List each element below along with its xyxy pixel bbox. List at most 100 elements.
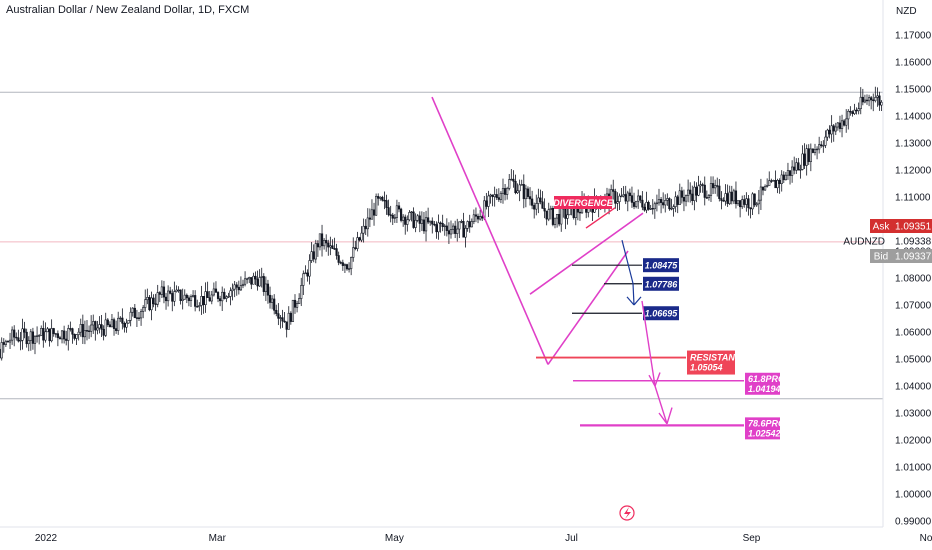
- x-tick-label: May: [385, 533, 404, 544]
- candle-body: [198, 305, 201, 307]
- candle-body: [618, 195, 621, 203]
- projection-arrow-2: [632, 283, 635, 306]
- candle-body: [628, 192, 631, 196]
- candle-body: [545, 210, 548, 220]
- candle-body: [48, 328, 51, 342]
- candle-body: [815, 148, 819, 151]
- candle-body: [19, 339, 22, 342]
- candle-body: [709, 183, 713, 196]
- candle-body: [399, 208, 403, 221]
- candle-body: [786, 170, 790, 176]
- candle-body: [102, 328, 105, 336]
- candle-body: [285, 321, 288, 330]
- candle-body: [354, 247, 357, 249]
- candle-body: [60, 330, 64, 340]
- candle-body: [56, 333, 59, 338]
- candle-body: [522, 184, 525, 200]
- candle-body: [510, 178, 513, 181]
- candle-body: [412, 211, 415, 228]
- candle-body: [849, 110, 852, 113]
- fib-arrow-2: [654, 385, 668, 425]
- candle-body: [813, 149, 817, 153]
- ask-tag-value-bg: [892, 219, 932, 233]
- candle-body: [514, 180, 517, 194]
- candle-body: [670, 208, 673, 210]
- resistance-label-bg: [687, 350, 735, 375]
- candle-body: [225, 296, 228, 299]
- candle-body: [325, 240, 328, 244]
- candle-body: [874, 97, 877, 102]
- candle-body: [42, 328, 45, 341]
- candle-body: [117, 317, 120, 331]
- fib-arrow-1-head-b: [654, 372, 661, 387]
- candle-body: [133, 307, 136, 319]
- candle-body: [310, 251, 313, 261]
- candle-body: [177, 289, 180, 292]
- candle-body: [843, 120, 846, 126]
- candle-body: [262, 276, 265, 292]
- candle-body: [805, 148, 808, 166]
- candle-body: [100, 324, 103, 330]
- candle-body: [466, 221, 469, 229]
- candle-body: [697, 185, 700, 196]
- candle-body: [366, 217, 369, 230]
- candle-body: [518, 184, 521, 192]
- candle-body: [248, 277, 251, 280]
- candle-body: [772, 180, 775, 182]
- candle-body: [196, 306, 199, 308]
- candle-body: [283, 320, 286, 323]
- bid-tag-name-bg: [870, 249, 892, 263]
- candle-body: [17, 337, 20, 342]
- candle-body: [433, 223, 436, 226]
- candle-body: [734, 190, 738, 205]
- candle-body: [372, 209, 376, 216]
- arrow-head-a: [626, 296, 635, 306]
- candle-body: [512, 178, 515, 182]
- candle-body: [863, 99, 867, 103]
- candle-body: [861, 96, 864, 103]
- ask-tag-name-bg: [870, 219, 892, 233]
- candle-body: [129, 311, 132, 321]
- candle-body: [54, 333, 57, 335]
- candle-body: [743, 199, 746, 205]
- candle-body: [684, 195, 688, 202]
- candle-body: [347, 268, 351, 270]
- candle-body: [624, 194, 627, 202]
- candle-body: [308, 260, 311, 277]
- candle-body: [533, 205, 536, 210]
- candle-body: [162, 286, 166, 298]
- fib-618-label: 61.8PRO: [748, 374, 785, 384]
- candle-body: [880, 101, 883, 106]
- candle-body: [674, 196, 677, 207]
- ask-tag-value: 1.09351: [895, 222, 932, 233]
- candle-body: [31, 331, 35, 344]
- candle-body: [857, 108, 860, 112]
- candle-body: [705, 197, 708, 199]
- candle-body: [135, 317, 139, 319]
- candle-body: [855, 109, 858, 112]
- candle-body: [741, 199, 744, 208]
- candle-body: [406, 219, 409, 225]
- candle-body: [526, 188, 530, 197]
- candle-body: [200, 296, 203, 306]
- y-tick-label: 1.15000: [895, 85, 932, 96]
- candle-body: [867, 97, 871, 102]
- candle-body: [231, 288, 234, 292]
- candle-body: [256, 278, 259, 287]
- candle-body: [872, 99, 875, 102]
- candle-body: [641, 199, 644, 208]
- candle-body: [826, 129, 829, 138]
- candle-body: [67, 328, 70, 341]
- candle-body: [489, 194, 492, 197]
- candle-body: [370, 209, 374, 220]
- candle-body: [191, 295, 195, 297]
- candle-body: [445, 225, 448, 231]
- candle-body: [451, 225, 455, 230]
- x-tick-label: Sep: [743, 533, 761, 544]
- candle-body: [300, 285, 303, 299]
- candle-body: [755, 203, 758, 206]
- candle-body: [439, 222, 442, 224]
- fib-arrow-1: [641, 300, 656, 387]
